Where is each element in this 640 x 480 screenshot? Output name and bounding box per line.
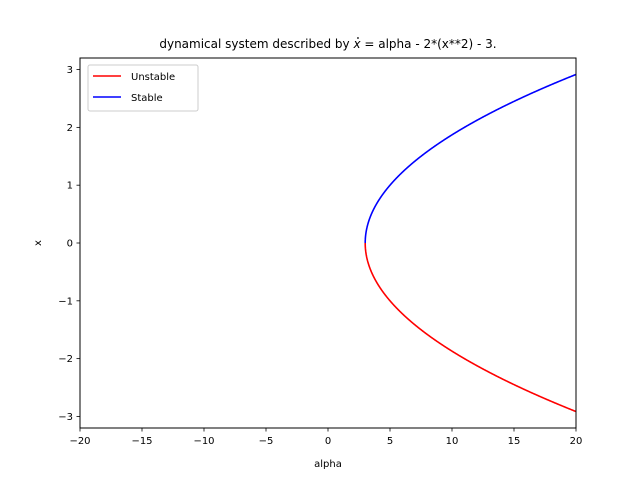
- x-axis-ticks: −20 −15 −10 −5 0 5 10 15 20: [69, 428, 582, 447]
- series-line-stable: [364, 73, 577, 243]
- title-variable: x: [352, 37, 361, 51]
- series-layer: [364, 73, 577, 413]
- x-tick-label: 20: [570, 436, 583, 447]
- x-tick-label: 10: [446, 436, 459, 447]
- legend-label-unstable: Unstable: [131, 72, 175, 83]
- y-tick-label: −1: [58, 296, 73, 307]
- title-prefix: dynamical system described by: [159, 37, 353, 51]
- chart-title: dynamical system described by x = alpha …: [159, 37, 496, 51]
- title-dot-accent: [357, 37, 359, 39]
- y-axis-label: x: [33, 240, 44, 246]
- y-tick-label: 0: [67, 239, 73, 250]
- series-line-unstable: [364, 243, 577, 413]
- y-tick-label: 2: [67, 123, 73, 134]
- legend-label-stable: Stable: [131, 93, 163, 104]
- legend: Unstable Stable: [87, 64, 199, 112]
- title-dot-mark: [357, 37, 359, 39]
- x-tick-label: −15: [131, 436, 152, 447]
- y-tick-label: −3: [58, 412, 73, 423]
- y-tick-label: 1: [67, 181, 73, 192]
- y-tick-label: −2: [58, 354, 73, 365]
- y-tick-label: 3: [67, 65, 73, 76]
- x-tick-label: 15: [508, 436, 521, 447]
- x-tick-label: −20: [69, 436, 90, 447]
- title-suffix: = alpha - 2*(x**2) - 3.: [361, 37, 497, 51]
- x-tick-label: 5: [387, 436, 393, 447]
- x-axis-label: alpha: [314, 459, 342, 470]
- x-tick-label: −5: [259, 436, 274, 447]
- x-tick-label: −10: [193, 436, 214, 447]
- y-axis-ticks: −3 −2 −1 0 1 2 3: [58, 65, 80, 423]
- x-tick-label: 0: [325, 436, 331, 447]
